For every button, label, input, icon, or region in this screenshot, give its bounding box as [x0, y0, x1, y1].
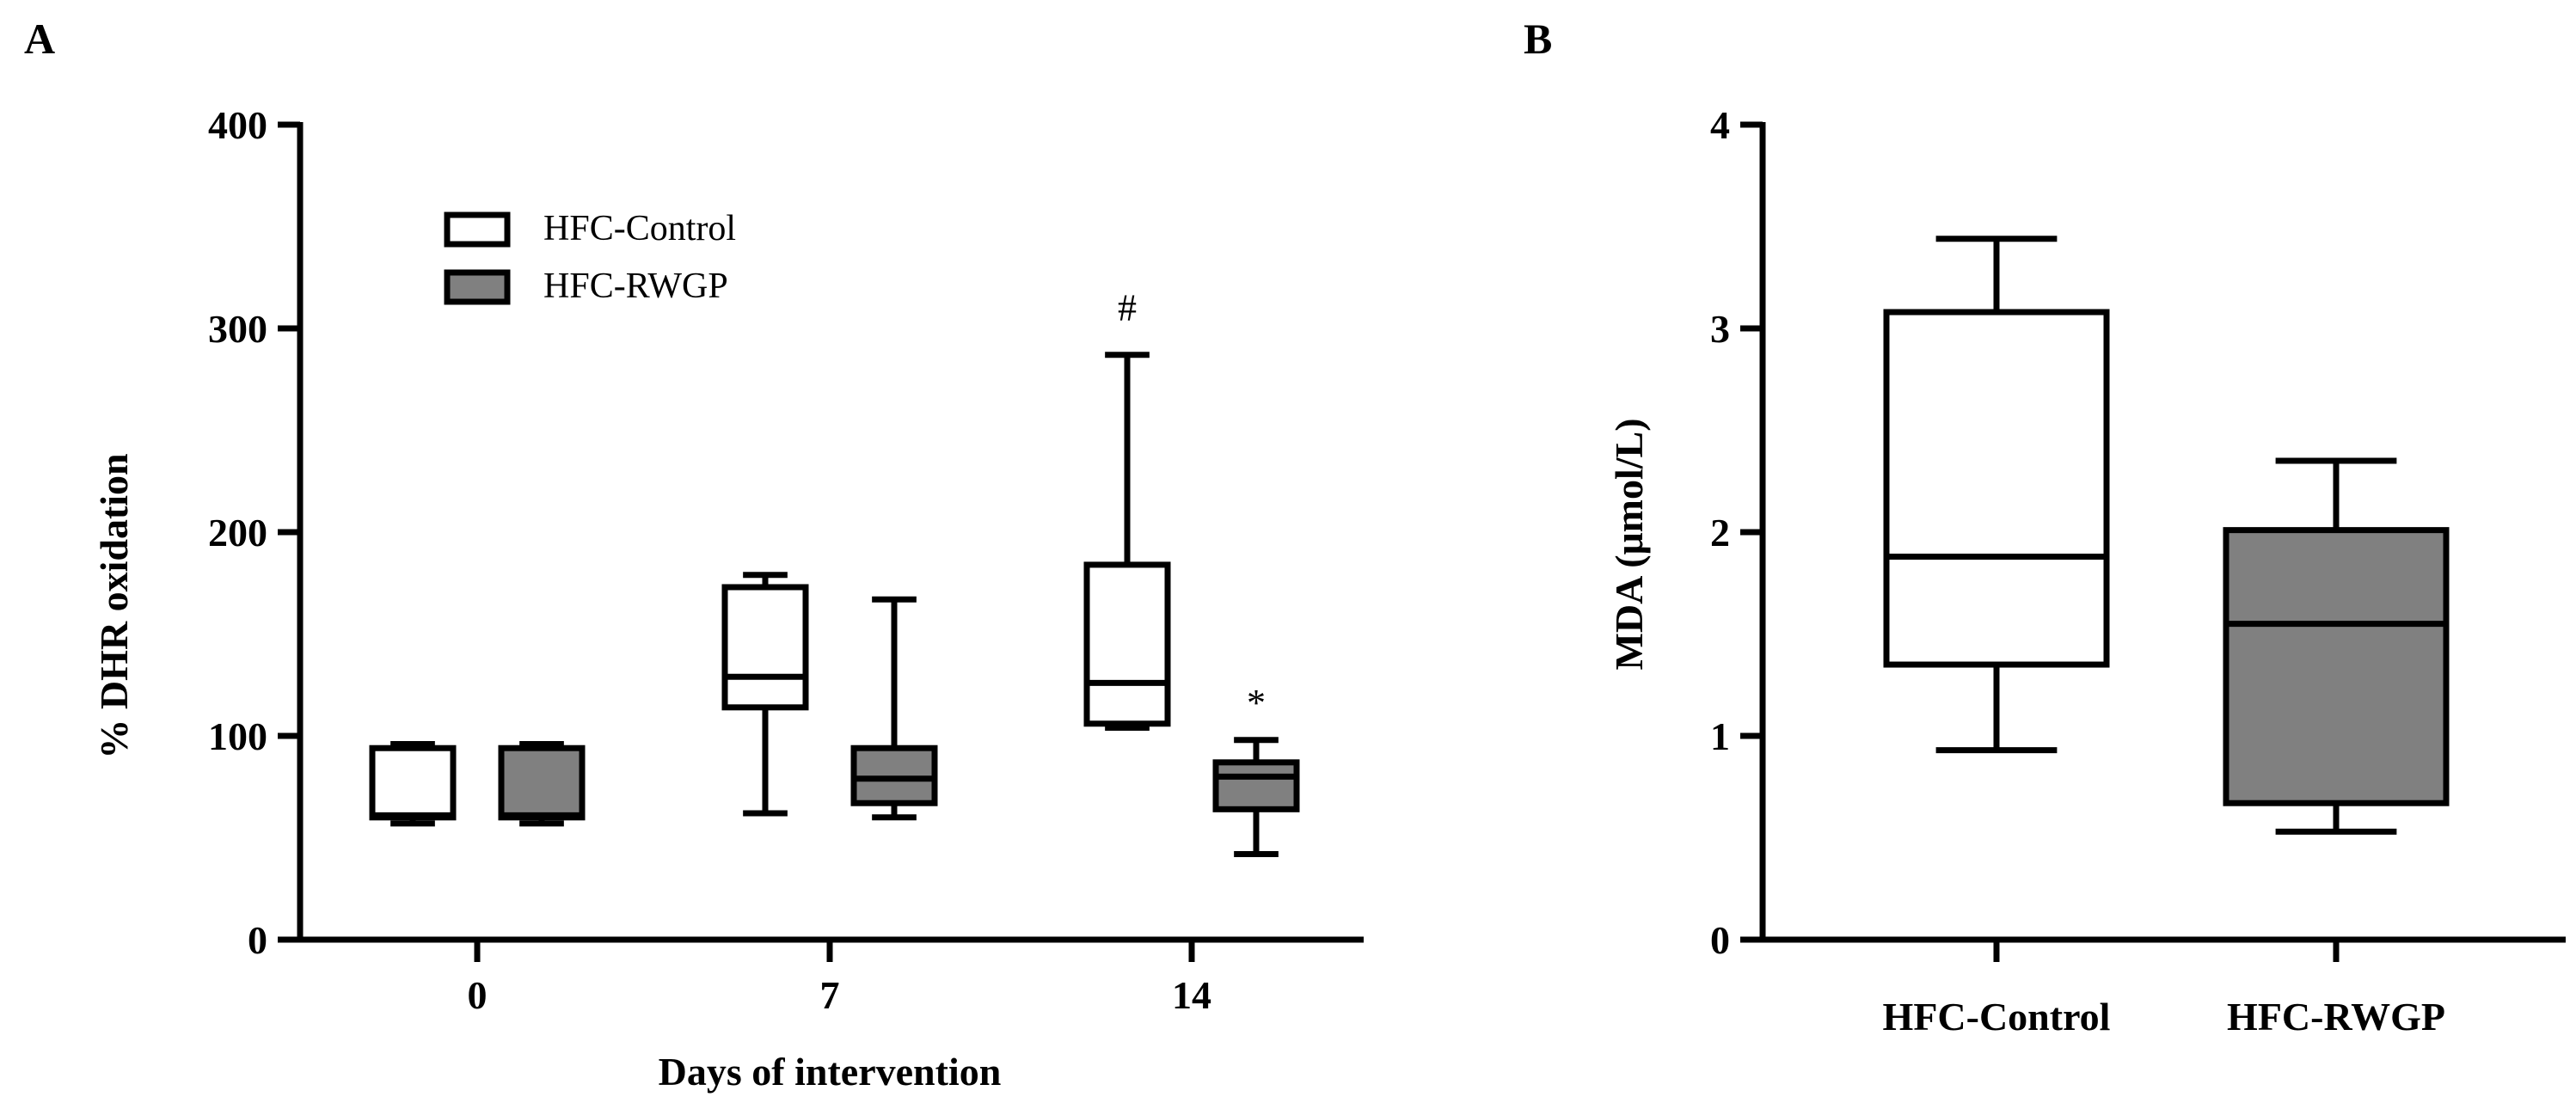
box-control — [1083, 352, 1171, 732]
legend-label-rwgp: HFC-RWGP — [543, 267, 728, 306]
box-iqr — [498, 744, 586, 821]
x-axis-title-a: Days of intervention — [659, 1050, 1002, 1094]
y-tick-label-b: 2 — [1710, 511, 1730, 554]
y-tick-label-a: 300 — [208, 307, 267, 351]
y-tick-label-a: 100 — [208, 714, 267, 758]
box-control — [1883, 236, 2110, 754]
box-iqr — [1083, 561, 1171, 727]
y-tick-label-a: 400 — [208, 103, 267, 147]
box-iqr — [1212, 759, 1300, 812]
significance-marker: # — [1118, 286, 1137, 328]
significance-marker: * — [1247, 682, 1266, 724]
y-axis-title-b: MDA (μmol/L) — [1607, 418, 1651, 670]
box-iqr — [721, 584, 809, 711]
y-tick-label-b: 4 — [1710, 103, 1730, 147]
box-rwgp — [1212, 737, 1300, 857]
y-tick-label-a: 0 — [248, 918, 267, 962]
chart-panel-b: MDA (μmol/L) 0 1 2 3 4 HFC-Control HFC-RWGP — [1607, 103, 2566, 1039]
y-axis-title-a: % DHR oxidation — [92, 453, 136, 758]
chart-panel-a: Days of intervention % DHR oxidation HFC… — [92, 103, 1364, 1094]
legend-swatch-rwgp — [444, 269, 511, 305]
y-tick-label-b: 0 — [1710, 918, 1730, 962]
box-rwgp — [498, 740, 586, 827]
y-tick-label-a: 200 — [208, 511, 267, 554]
legend-label-control: HFC-Control — [543, 209, 736, 248]
box-control — [721, 572, 809, 817]
x-tick-label-b: HFC-Control — [1883, 995, 2111, 1039]
x-tick-label-a: 7 — [820, 973, 840, 1017]
box-control — [369, 740, 457, 827]
box-iqr — [2223, 527, 2450, 806]
x-tick-label-a: 0 — [468, 973, 488, 1017]
legend: HFC-Control HFC-RWGP — [444, 209, 736, 306]
y-tick-label-b: 3 — [1710, 307, 1730, 351]
box-iqr — [1883, 309, 2110, 668]
x-tick-label-a: 14 — [1172, 973, 1211, 1017]
x-tick-label-b: HFC-RWGP — [2227, 995, 2445, 1039]
legend-swatch-control — [444, 211, 511, 248]
box-rwgp — [2223, 457, 2450, 835]
box-rwgp — [850, 596, 938, 821]
panel-label-a: A — [24, 15, 55, 63]
panel-label-b: B — [1524, 15, 1552, 63]
y-tick-label-b: 1 — [1710, 714, 1730, 758]
box-iqr — [369, 744, 457, 821]
box-iqr — [850, 744, 938, 806]
